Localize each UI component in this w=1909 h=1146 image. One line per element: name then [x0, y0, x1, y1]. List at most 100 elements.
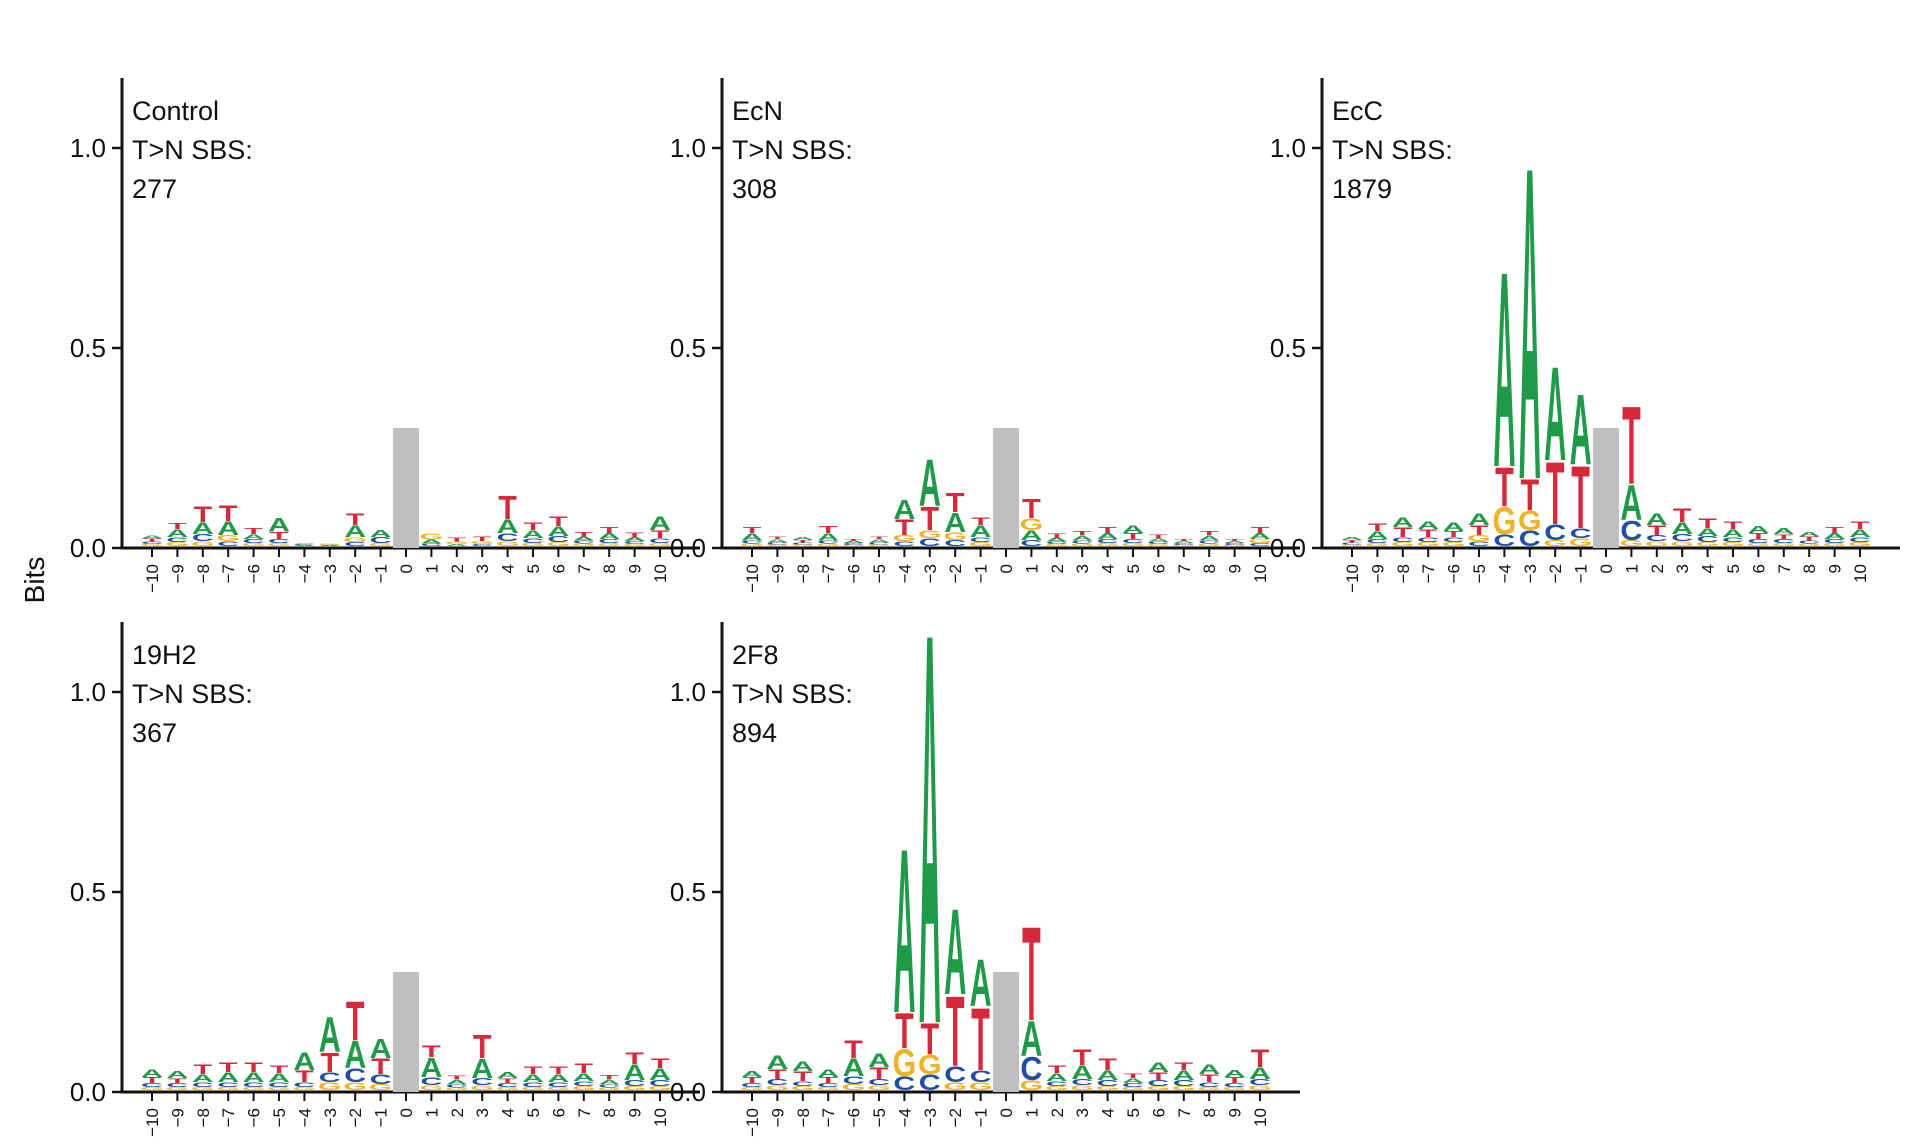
x-tick-label: 9 [626, 1108, 645, 1117]
logo-letter-c: C [1249, 1078, 1271, 1087]
logo-letter-c: C [192, 532, 214, 544]
logo-letter-a: A [766, 538, 788, 543]
logo-letter-t: T [1047, 532, 1066, 538]
logo-letter-a: A [893, 802, 915, 1063]
x-tick-label: 0 [1597, 564, 1616, 573]
x-tick-label: −9 [168, 1108, 187, 1127]
logo-letter-c: C [868, 1078, 890, 1087]
panel-title: EcC [1332, 96, 1383, 126]
x-tick-label: −6 [245, 564, 264, 583]
logo-letter-a: A [919, 447, 941, 522]
logo-letter-t: T [498, 489, 517, 527]
x-tick-label: 6 [549, 564, 568, 573]
logo-letter-a: A [1620, 474, 1642, 531]
logo-letter-t: T [1749, 531, 1768, 540]
logo-letter-t: T [498, 1077, 517, 1085]
x-tick-label: 10 [651, 564, 670, 583]
logo-letter-t: T [971, 515, 990, 528]
logo-letter-t: T [1022, 899, 1041, 1049]
logo-letter-c: C [741, 539, 763, 544]
y-tick-label: 0.5 [670, 877, 706, 907]
logo-letter-g: G [842, 544, 866, 546]
x-tick-label: −9 [168, 564, 187, 583]
y-tick-label: 0.0 [70, 533, 106, 563]
x-tick-label: 5 [1124, 1108, 1143, 1117]
x-tick-label: −7 [819, 564, 838, 583]
y-tick-label: 0.5 [1270, 333, 1306, 363]
logo-letter-g: G [1223, 544, 1247, 546]
logo-letter-a: A [1122, 1077, 1144, 1085]
logo-letter-g: G [369, 542, 393, 547]
logo-letter-c: C [868, 542, 891, 545]
logo-letter-c: C [1224, 543, 1246, 546]
logo-letter-a: A [1697, 526, 1719, 539]
logo-letter-t: T [1444, 530, 1463, 539]
logo-letter-a: A [1366, 529, 1388, 542]
logo-letter-t: T [1851, 519, 1870, 532]
logo-letter-a: A [344, 1033, 366, 1077]
logo-letter-a: A [843, 1053, 865, 1081]
x-tick-label: 0 [397, 564, 416, 573]
logo-letter-t: T [574, 1061, 593, 1076]
logo-letter-a: A [1544, 339, 1566, 489]
logo-letter-t: T [1225, 539, 1244, 542]
logo-letter-g: G [572, 543, 596, 547]
logo-letter-c: C [1798, 539, 1820, 544]
logo-letter-a: A [268, 1071, 290, 1085]
panel-count: 367 [132, 718, 177, 748]
x-tick-label: 2 [1048, 1108, 1067, 1117]
x-tick-label: −4 [1495, 564, 1514, 583]
logo-letter-t: T [768, 1067, 787, 1082]
x-tick-label: −6 [845, 564, 864, 583]
logo-letter-t: T [422, 1043, 441, 1061]
logo-letter-t: T [1098, 1056, 1117, 1074]
logo-letter-t: T [1251, 525, 1270, 534]
logo-letter-a: A [217, 1070, 239, 1085]
logo-letter-g: G [1543, 538, 1567, 547]
logo-letter-t: T [270, 1063, 289, 1076]
logo-letter-t: T [193, 1062, 212, 1077]
logo-letter-g: G [1518, 506, 1542, 537]
logo-letter-c: C [766, 542, 789, 545]
x-tick-label: 0 [997, 1108, 1016, 1117]
panel-count: 894 [732, 718, 777, 748]
x-tick-label: 4 [1099, 1108, 1118, 1117]
y-tick-label: 0.0 [1270, 533, 1306, 563]
logo-letter-g: G [1848, 541, 1872, 547]
logo-letter-c: C [370, 1072, 392, 1087]
logo-letter-a: A [1773, 526, 1795, 535]
x-tick-label: −7 [819, 1108, 838, 1127]
panel-count: 308 [732, 174, 777, 204]
logo-letter-g: G [1823, 542, 1847, 547]
logo-letter-t: T [1149, 1070, 1168, 1083]
logo-letter-a: A [1224, 1067, 1246, 1079]
logo-letter-c: C [843, 1074, 865, 1087]
logo-letter-c: C [649, 1078, 671, 1087]
logo-letter-c: C [1147, 1078, 1169, 1087]
logo-letter-g: G [216, 1086, 240, 1091]
y-tick-label: 1.0 [70, 677, 106, 707]
logo-letter-c: C [1417, 536, 1439, 544]
logo-letter-t: T [219, 501, 238, 526]
logo-letter-g: G [547, 541, 571, 547]
logo-letter-g: G [1248, 1084, 1272, 1092]
panel-subtitle: T>N SBS: [1332, 135, 1453, 165]
logo-letter-c: C [893, 1073, 915, 1094]
logo-letter-g: G [420, 532, 444, 541]
logo-letter-c: C [1773, 538, 1795, 544]
logo-letter-g: G [445, 1087, 469, 1091]
logo-letter-t: T [946, 488, 965, 519]
logo-letter-c: C [497, 1082, 519, 1088]
logo-letter-g: G [1366, 542, 1390, 547]
logo-letter-g: G [369, 1082, 393, 1091]
logo-letter-t: T [549, 1064, 568, 1077]
logo-letter-c: C [471, 543, 494, 546]
logo-letter-g: G [140, 1086, 164, 1091]
logo-letter-g: G [816, 1086, 840, 1091]
logo-letter-g: G [816, 543, 840, 547]
x-tick-label: 6 [549, 1108, 568, 1117]
logo-letter-a: A [1071, 534, 1093, 542]
logo-letter-t: T [651, 1056, 670, 1071]
logo-letter-a: A [741, 531, 763, 543]
